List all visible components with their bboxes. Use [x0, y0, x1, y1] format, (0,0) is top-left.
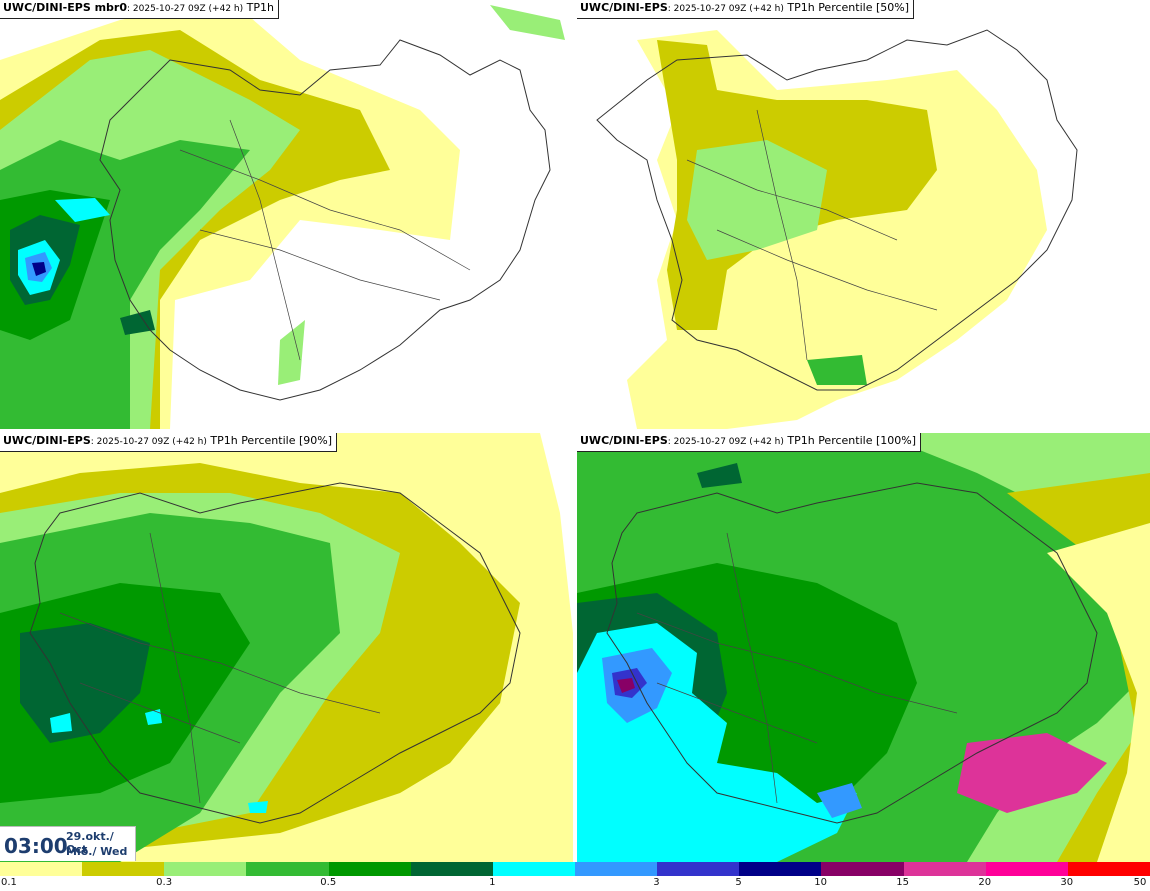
legend-swatch: [410, 862, 493, 876]
legend-swatch: [328, 862, 411, 876]
legend-swatch: [574, 862, 658, 876]
legend-swatch: [657, 862, 740, 876]
panel-title: UWC/DINI-EPS mbr0: 2025-10-27 09Z (+42 h…: [0, 0, 279, 19]
legend-swatch: [821, 862, 904, 876]
legend-swatch: [985, 862, 1068, 876]
legend-label: 30: [1060, 877, 1074, 888]
color-legend: 0.1 0.3 0.5 1 3 5 10 15 20 30 50: [0, 862, 1150, 891]
map-panel-p90: UWC/DINI-EPS: 2025-10-27 09Z (+42 h) TP1…: [0, 433, 573, 862]
panel-title: UWC/DINI-EPS: 2025-10-27 09Z (+42 h) TP1…: [0, 433, 337, 452]
precip-map-p100: [577, 433, 1150, 862]
legend-swatch: [1067, 862, 1150, 876]
legend-label: 50: [1133, 877, 1147, 888]
valid-time-date: 29.okt./ Oct: [66, 830, 114, 856]
legend-label: 0.5: [320, 877, 337, 888]
legend-swatch: [739, 862, 822, 876]
precip-map-p50: [577, 0, 1150, 429]
legend-label: 15: [896, 877, 910, 888]
map-panel-p100: UWC/DINI-EPS: 2025-10-27 09Z (+42 h) TP1…: [577, 433, 1150, 862]
map-panel-mbr0: UWC/DINI-EPS mbr0: 2025-10-27 09Z (+42 h…: [0, 0, 573, 429]
legend-swatch: [246, 862, 329, 876]
legend-swatch: [0, 862, 83, 876]
panel-title: UWC/DINI-EPS: 2025-10-27 09Z (+42 h) TP1…: [577, 433, 921, 452]
legend-label: 3: [653, 877, 660, 888]
valid-time-box: 03:00 29.okt./ Oct Mið./ Wed: [0, 826, 136, 861]
legend-label: 10: [814, 877, 827, 888]
legend-swatch: [164, 862, 247, 876]
legend-color-bar: [0, 862, 1150, 876]
legend-label: 5: [735, 877, 742, 888]
panel-title: UWC/DINI-EPS: 2025-10-27 09Z (+42 h) TP1…: [577, 0, 914, 19]
map-panel-p50: UWC/DINI-EPS: 2025-10-27 09Z (+42 h) TP1…: [577, 0, 1150, 429]
legend-swatch: [82, 862, 165, 876]
valid-time-clock: 03:00: [4, 834, 68, 858]
legend-swatch: [492, 862, 575, 876]
legend-label: 1: [489, 877, 496, 888]
valid-time-day: Mið./ Wed: [66, 845, 128, 858]
legend-label: 20: [978, 877, 992, 888]
precip-map-p90: [0, 433, 573, 862]
legend-label: 0.1: [1, 877, 17, 888]
legend-swatch: [903, 862, 986, 876]
panel-separator-horizontal: [0, 429, 1150, 433]
legend-label: 0.3: [156, 877, 173, 888]
precip-map-mbr0: [0, 0, 573, 429]
